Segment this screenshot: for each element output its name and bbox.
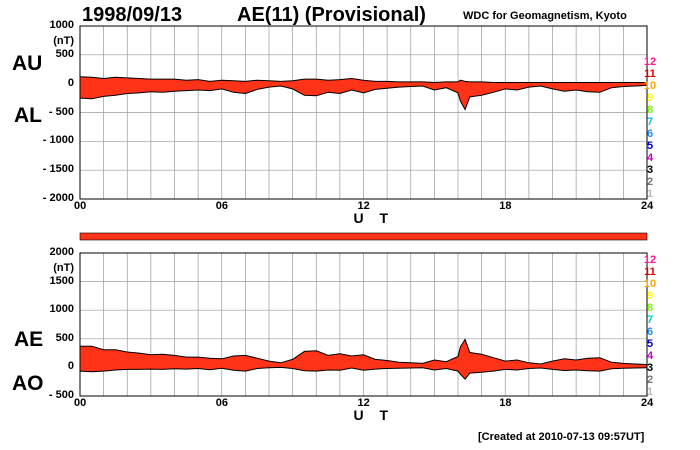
station-count-label: 7 <box>646 116 654 128</box>
station-count-label: 4 <box>646 152 654 164</box>
station-count-scale-bottom: 12 11 10 9 8 7 6 5 4 3 2 1 <box>636 254 664 398</box>
station-count-label: 5 <box>646 338 654 350</box>
y-tick-label: - 1000 <box>42 134 74 147</box>
y-tick-label: - 500 <box>48 389 74 401</box>
station-count-label: 2 <box>646 176 654 188</box>
station-count-label: 5 <box>646 140 654 152</box>
x-axis-label: U T <box>353 407 395 423</box>
series-band-0 <box>80 76 647 110</box>
station-count-label: 2 <box>646 374 654 386</box>
ae-label: AE <box>14 328 44 351</box>
x-tick-label: 18 <box>499 397 512 409</box>
y-tick-label: 0 <box>67 360 74 373</box>
plot-frame-1 <box>79 252 648 397</box>
station-count-label: 7 <box>646 314 654 326</box>
y-tick-label: 1000 <box>49 19 74 31</box>
x-tick-label: 12 <box>357 200 370 212</box>
y-tick-label: 500 <box>55 47 74 60</box>
y-tick-label: - 500 <box>48 105 74 118</box>
source-label: WDC for Geomagnetism, Kyoto <box>463 10 627 22</box>
y-tick-label: - 1500 <box>42 163 74 176</box>
station-count-scale-top: 12 11 10 9 8 7 6 5 4 3 2 1 <box>636 56 664 200</box>
x-axis-label: U T <box>353 210 395 226</box>
station-count-label: 11 <box>644 68 656 80</box>
date-title: 1998/09/13 <box>82 4 183 26</box>
unit-label-top: (nT) <box>53 35 74 47</box>
status-strip <box>79 232 648 241</box>
y-tick-label: 500 <box>55 331 74 344</box>
station-count-label: 12 <box>643 254 657 266</box>
station-count-label: 6 <box>646 326 654 338</box>
created-timestamp: [Created at 2010-07-13 09:57UT] <box>478 431 645 443</box>
station-count-label: 9 <box>646 290 654 302</box>
y-tick-label: - 2000 <box>42 192 74 204</box>
x-tick-label: 24 <box>641 397 654 409</box>
y-tick-label: 2000 <box>49 246 74 258</box>
station-count-label: 4 <box>646 350 654 362</box>
station-count-label: 3 <box>646 164 654 176</box>
x-tick-label: 18 <box>499 200 512 212</box>
station-count-label: 8 <box>646 302 654 314</box>
au-label: AU <box>12 52 43 75</box>
station-count-label: 1 <box>646 386 654 398</box>
y-tick-label: 1000 <box>49 303 74 316</box>
series-line-ao <box>79 366 648 380</box>
station-count-label: 10 <box>643 80 657 92</box>
x-tick-label: 24 <box>641 200 654 212</box>
x-tick-label: 00 <box>74 397 87 409</box>
x-tick-label: 12 <box>357 397 370 409</box>
al-label: AL <box>14 104 42 127</box>
plot-frame-0 <box>79 25 648 200</box>
station-count-label: 12 <box>643 56 657 68</box>
x-tick-label: 06 <box>215 200 228 212</box>
series-line-al <box>79 84 648 111</box>
index-title: AE(11) (Provisional) <box>237 4 426 26</box>
series-line-ae <box>80 338 648 365</box>
y-tick-label: 1500 <box>49 274 74 287</box>
station-count-label: 10 <box>643 278 657 290</box>
series-line-au <box>79 76 647 84</box>
station-count-label: 9 <box>646 92 654 104</box>
station-count-label: 3 <box>646 362 654 374</box>
station-count-label: 1 <box>646 188 654 200</box>
x-tick-label: 00 <box>74 200 87 212</box>
station-count-label: 6 <box>646 128 654 140</box>
x-tick-label: 06 <box>215 397 228 409</box>
y-tick-label: 0 <box>67 76 74 89</box>
ao-label: AO <box>12 372 44 395</box>
station-count-label: 8 <box>646 104 654 116</box>
unit-label-bottom: (nT) <box>53 262 74 274</box>
station-count-label: 11 <box>644 266 656 278</box>
